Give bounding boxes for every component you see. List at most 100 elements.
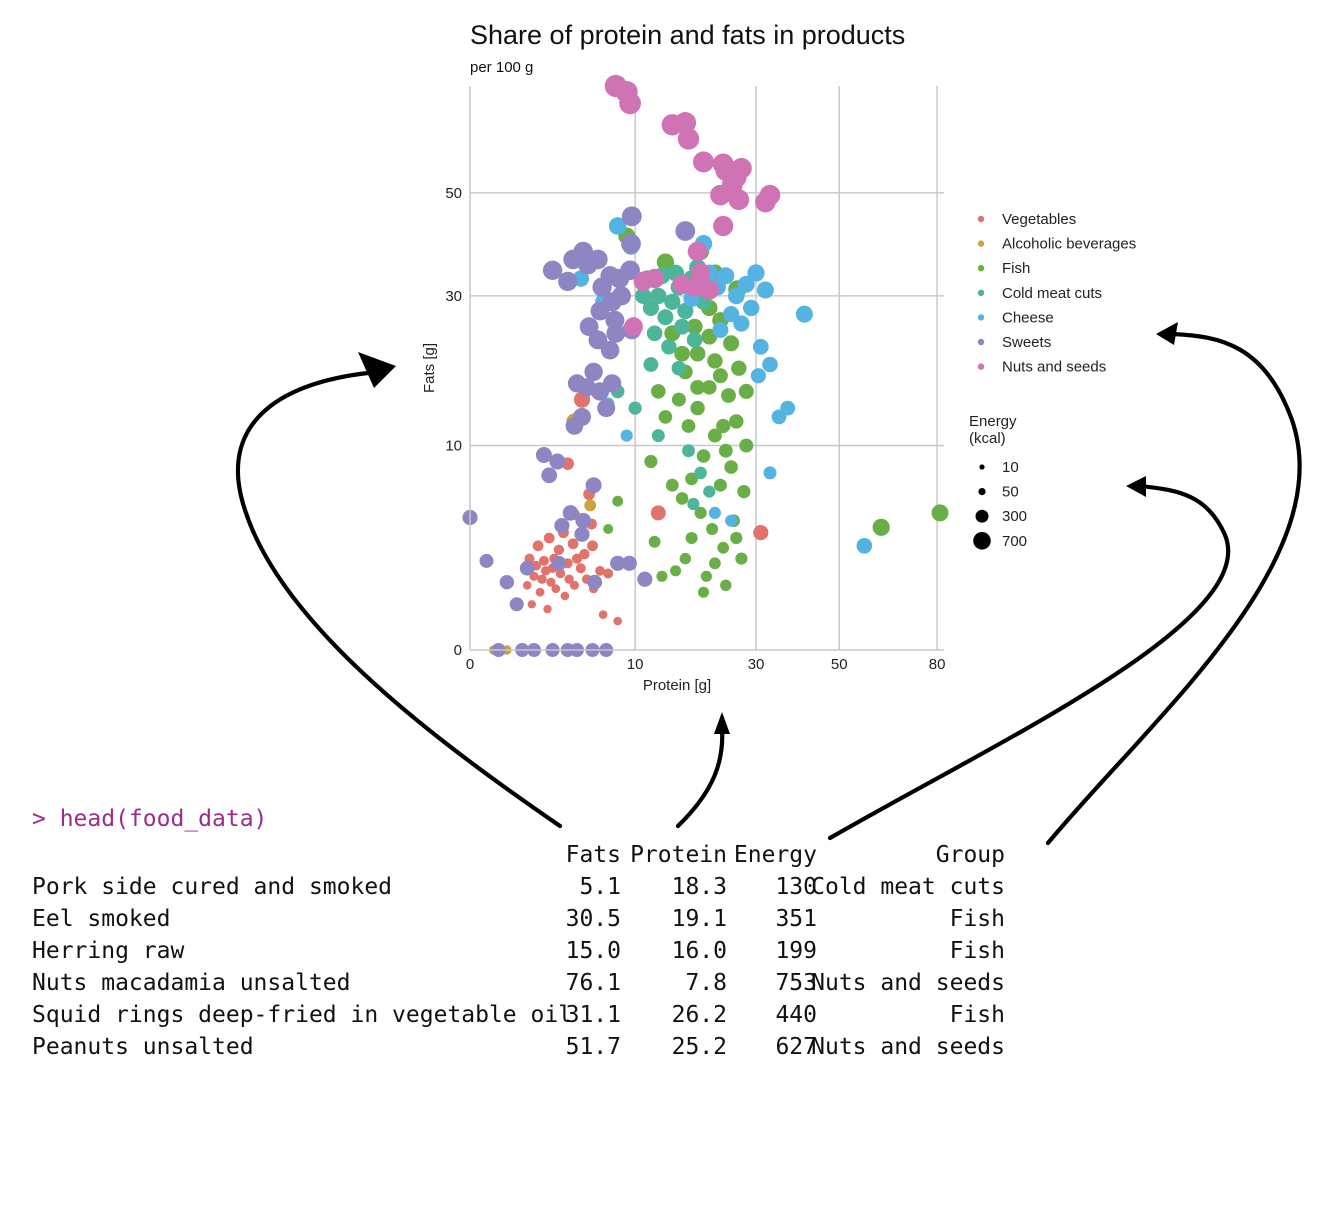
data-point (509, 597, 524, 612)
data-point (693, 151, 714, 173)
row-energy: 627 (775, 1034, 817, 1060)
data-point (650, 287, 667, 305)
data-point (671, 392, 686, 407)
data-point (597, 399, 616, 418)
row-name: Nuts macadamia unsalted (32, 970, 351, 996)
table-header-row: Fats Protein Energy Group (32, 842, 1012, 874)
table-row: Herring raw 15.0 16.0 199 Fish (32, 938, 1012, 970)
row-fats: 5.1 (579, 874, 621, 900)
data-point (713, 215, 734, 237)
data-point (569, 580, 580, 590)
data-point (637, 571, 653, 587)
data-point (553, 544, 565, 555)
data-point (585, 477, 602, 494)
data-point (587, 540, 598, 552)
data-point (532, 540, 544, 552)
legend-label: Alcoholic beverages (1002, 236, 1136, 253)
data-point (567, 374, 587, 393)
row-protein: 25.2 (671, 1034, 727, 1060)
data-point (706, 523, 719, 535)
data-point (644, 454, 658, 469)
data-point (535, 447, 552, 463)
size-legend-key (975, 509, 989, 523)
x-tick-label: 0 (466, 656, 474, 673)
row-fats: 76.1 (565, 970, 621, 996)
data-point (690, 400, 705, 416)
y-tick-label: 10 (445, 438, 462, 455)
data-point (588, 330, 608, 350)
data-point (717, 267, 735, 285)
size-legend: Energy(kcal) 10 50 300 700 (969, 413, 1027, 550)
legend-key (977, 314, 985, 321)
data-point (710, 184, 731, 206)
data-point (543, 604, 552, 614)
col-header-group: Group (935, 842, 1005, 868)
points-layer (462, 74, 949, 657)
data-point (587, 574, 603, 590)
data-point (541, 467, 558, 484)
row-group: Nuts and seeds (811, 1034, 1005, 1060)
data-point (542, 260, 563, 280)
legend-key (977, 215, 985, 223)
console-prompt: > head(food_data) (32, 806, 268, 832)
arrow-head (714, 712, 730, 734)
table-row: Peanuts unsalted 51.7 25.2 627 Nuts and … (32, 1034, 1012, 1066)
data-point (519, 560, 535, 576)
data-point (603, 568, 614, 579)
row-protein: 7.8 (685, 970, 727, 996)
data-point (546, 577, 556, 587)
x-tick-label: 10 (627, 656, 644, 673)
table-row: Pork side cured and smoked 5.1 18.3 130 … (32, 874, 1012, 906)
legend-label: Fish (1002, 260, 1030, 277)
data-point (624, 317, 643, 337)
arrow-line (1045, 331, 1302, 846)
data-point (703, 485, 716, 498)
data-point (658, 410, 673, 424)
data-point (598, 610, 608, 619)
arrow-line (235, 369, 563, 829)
data-point (679, 552, 691, 565)
col-header-fats: Fats (565, 842, 621, 868)
row-group: Cold meat cuts (811, 874, 1005, 900)
data-point (755, 191, 776, 213)
data-point (752, 338, 769, 355)
data-point (718, 443, 733, 458)
figure: Share of protein and fats in products pe… (32, 20, 1302, 1066)
row-energy: 130 (775, 874, 817, 900)
axes: 0 10 30 50 80 0 10 30 50 Protein [g] Fats [g] (421, 86, 945, 694)
data-point (671, 360, 687, 376)
data-point (535, 587, 545, 597)
data-point (575, 563, 586, 574)
data-point (651, 384, 666, 399)
size-legend-label: 50 (1002, 484, 1019, 501)
data-point (931, 504, 949, 522)
data-point (716, 418, 731, 434)
data-point (603, 524, 614, 534)
data-point (762, 356, 778, 373)
row-name: Peanuts unsalted (32, 1034, 254, 1060)
data-point (620, 260, 640, 281)
legend-key (977, 265, 985, 272)
data-point (595, 565, 605, 576)
data-point (735, 552, 748, 565)
data-point (567, 538, 579, 550)
data-point (677, 128, 700, 150)
data-point (699, 280, 719, 300)
data-point (656, 253, 675, 271)
data-point (720, 579, 732, 591)
data-point (479, 553, 494, 568)
data-point (558, 271, 578, 291)
legend-key (977, 289, 985, 296)
size-legend-label: 300 (1002, 508, 1027, 525)
row-fats: 30.5 (565, 906, 621, 932)
data-point (543, 532, 555, 544)
data-point (730, 531, 743, 545)
data-point (763, 466, 777, 480)
data-point (685, 532, 698, 544)
data-point (584, 499, 597, 512)
arrow-line (827, 483, 1230, 841)
row-name: Eel smoked (32, 906, 171, 932)
data-point (708, 506, 722, 519)
data-point (856, 538, 873, 554)
data-point (643, 357, 659, 372)
